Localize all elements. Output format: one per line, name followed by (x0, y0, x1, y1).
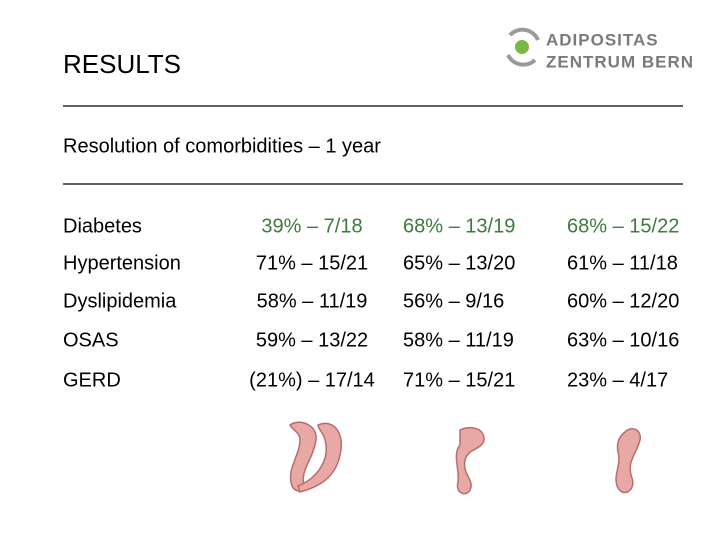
bypass-illustration (455, 427, 485, 495)
table-cell: 59% – 13/22 (256, 329, 368, 351)
logo-arc (506, 53, 537, 67)
table-cell: 68% – 15/22 (567, 215, 679, 237)
table-cell: (21%) – 17/14 (249, 369, 375, 391)
table-cell: 61% – 11/18 (567, 252, 678, 274)
subtitle: Resolution of comorbidities – 1 year (63, 135, 381, 157)
illustrations (289, 421, 641, 495)
table-cell: 71% – 15/21 (403, 369, 515, 391)
title: RESULTS (63, 49, 181, 79)
table-cell: 56% – 9/16 (403, 290, 504, 312)
table-cell: 68% – 13/19 (403, 215, 515, 237)
table-cell: 65% – 13/20 (403, 252, 515, 274)
table-cell: 71% – 15/21 (256, 252, 368, 274)
logo-arc (508, 27, 540, 41)
row-label: OSAS (63, 329, 119, 351)
bypass-illustration (615, 428, 641, 494)
table-cell: 39% – 7/18 (261, 215, 362, 237)
row-label: Diabetes (63, 215, 142, 237)
row-label: Hypertension (63, 252, 181, 274)
table-cell: 60% – 12/20 (567, 290, 679, 312)
logo: ADIPOSITAS ZENTRUM BERN (506, 27, 694, 71)
table-cell: 58% – 11/19 (403, 329, 514, 351)
table: Diabetes 39% – 7/18 68% – 13/19 68% – 15/22… (63, 215, 679, 391)
table-cell: 63% – 10/16 (567, 329, 679, 351)
stomach-illustration (297, 422, 342, 493)
logo-text: ADIPOSITAS (546, 30, 659, 49)
table-cell: 23% – 4/17 (567, 369, 668, 391)
logo-text: ZENTRUM BERN (546, 52, 694, 71)
row-label: GERD (63, 369, 121, 391)
logo-dot (515, 40, 529, 54)
row-label: Dyslipidemia (63, 290, 177, 312)
table-cell: 58% – 11/19 (257, 290, 368, 312)
